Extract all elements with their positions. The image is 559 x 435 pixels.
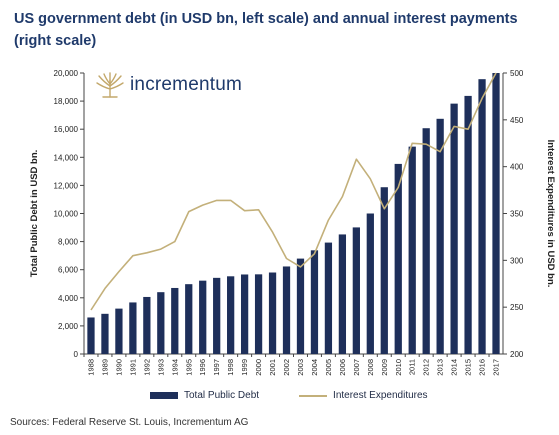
y-tick-label-right: 300 [510, 256, 524, 265]
x-tick-label: 2004 [310, 359, 319, 376]
bar [240, 274, 249, 354]
bar [296, 258, 305, 354]
y-axis-title-right: Interest Expenditures in USD bn. [545, 140, 556, 288]
tree-logo-icon [96, 72, 124, 98]
bar [254, 274, 263, 354]
bar [268, 272, 277, 354]
bar [450, 103, 458, 354]
x-tick-label: 2002 [282, 359, 291, 376]
x-tick-label: 2014 [450, 359, 459, 376]
chart-title: US government debt (in USD bn, left scal… [14, 11, 518, 49]
bar [310, 250, 319, 354]
bar [282, 266, 291, 354]
bar [394, 163, 402, 354]
x-tick-label: 1995 [184, 359, 193, 376]
bar [352, 227, 360, 354]
y-tick-label-left: 20,000 [54, 69, 79, 78]
x-tick-label: 2010 [394, 359, 403, 376]
bar [408, 146, 416, 354]
x-tick-label: 2017 [492, 359, 501, 376]
y-tick-label-left: 2,000 [58, 322, 79, 331]
x-tick-label: 1989 [100, 359, 109, 376]
bar [422, 128, 430, 354]
x-tick-label: 1990 [114, 359, 123, 376]
bar [199, 280, 207, 354]
interest-line [90, 72, 497, 311]
source-note: Sources: Federal Reserve St. Louis, Incr… [10, 417, 249, 428]
y-tick-label-left: 10,000 [54, 210, 79, 219]
x-tick-label: 1999 [240, 359, 249, 376]
x-tick-label: 1996 [198, 359, 207, 376]
bar [185, 284, 193, 354]
y-tick-label-left: 0 [74, 350, 79, 359]
legend-swatch-bar [150, 392, 178, 399]
bar [492, 73, 500, 354]
x-tick-label: 1991 [128, 359, 137, 376]
x-tick-label: 2001 [268, 359, 277, 376]
x-tick-label: 2007 [352, 359, 361, 376]
x-tick-label: 1997 [212, 359, 221, 376]
bar [213, 277, 221, 354]
bar [129, 302, 137, 354]
x-tick-label: 1993 [156, 359, 165, 376]
x-tick-label: 1992 [142, 359, 151, 376]
x-tick-label: 1994 [170, 359, 179, 376]
y-tick-label-left: 6,000 [58, 266, 79, 275]
x-tick-label: 1998 [226, 359, 235, 376]
x-tick-label: 2003 [296, 359, 305, 376]
y-axis-title-left: Total Public Debt in USD bn. [29, 150, 40, 278]
bar [227, 276, 235, 354]
x-tick-label: 2011 [408, 359, 417, 375]
y-tick-label-right: 250 [510, 303, 524, 312]
y-tick-label-left: 18,000 [54, 97, 79, 106]
x-tick-label: 2005 [324, 359, 333, 376]
bar [478, 79, 486, 354]
y-tick-label-left: 16,000 [54, 125, 79, 134]
x-tick-label: 2006 [338, 359, 347, 376]
bar [436, 118, 444, 354]
bar [171, 287, 179, 354]
legend-item-interest: Interest Expenditures [299, 390, 428, 401]
bar [157, 292, 165, 354]
x-tick-label: 2013 [436, 359, 445, 376]
legend-swatch-line [299, 394, 328, 397]
y-tick-label-left: 4,000 [58, 294, 79, 303]
bar [380, 187, 388, 354]
x-tick-label: 2000 [254, 359, 263, 376]
y-tick-label-left: 8,000 [58, 238, 79, 247]
legend-item-debt: Total Public Debt [150, 390, 259, 401]
bar [87, 317, 95, 354]
bar [366, 213, 374, 354]
y-tick-label-right: 200 [510, 350, 524, 359]
x-tick-label: 1988 [86, 359, 95, 376]
bar [338, 234, 347, 354]
y-tick-label-right: 350 [510, 210, 524, 219]
bar [143, 296, 151, 354]
incrementum-logo: incrementum [96, 72, 242, 98]
bar [115, 308, 123, 354]
logo-text: incrementum [130, 74, 243, 95]
x-tick-label: 2009 [380, 359, 389, 376]
x-tick-label: 2008 [366, 359, 375, 376]
y-tick-label-left: 14,000 [54, 153, 79, 162]
x-tick-label: 2016 [478, 359, 487, 376]
legend-label-interest: Interest Expenditures [333, 390, 428, 401]
x-tick-label: 2015 [464, 359, 473, 376]
bar [464, 95, 472, 355]
y-tick-label-right: 450 [510, 116, 524, 125]
x-tick-label: 2012 [422, 359, 431, 376]
chart-legend: Total Public Debt Interest Expenditures [150, 390, 428, 401]
y-tick-label-left: 12,000 [54, 181, 79, 190]
y-tick-label-right: 500 [510, 69, 524, 78]
y-tick-label-right: 400 [510, 163, 524, 172]
bar [101, 313, 109, 354]
legend-label-debt: Total Public Debt [184, 390, 260, 401]
bar [324, 242, 333, 354]
